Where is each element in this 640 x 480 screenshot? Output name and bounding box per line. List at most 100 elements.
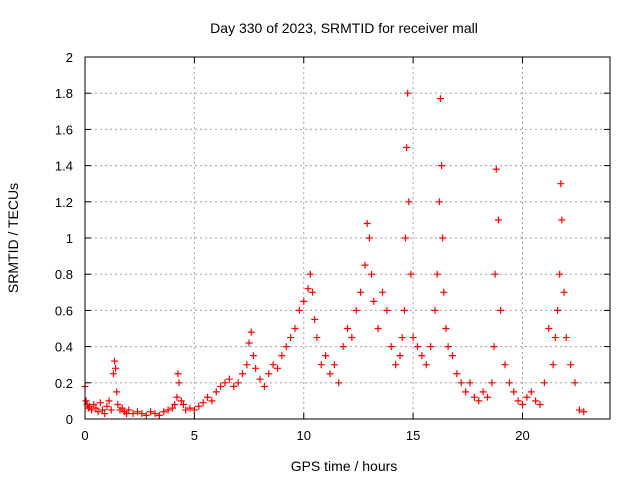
- data-point: [383, 306, 391, 314]
- data-point: [368, 270, 376, 278]
- data-point: [287, 334, 295, 342]
- data-point: [560, 288, 568, 296]
- tick-labels: 00.20.40.60.811.21.41.61.820 5 10 15 20: [55, 50, 530, 443]
- data-point: [414, 343, 421, 351]
- plot-frame: [84, 56, 611, 420]
- data-point: [234, 379, 242, 387]
- data-point: [118, 404, 126, 412]
- data-point: [175, 379, 183, 387]
- data-point: [540, 379, 548, 387]
- data-point: [134, 408, 141, 416]
- data-point: [475, 397, 483, 405]
- data-point: [554, 306, 561, 314]
- data-point: [365, 234, 373, 242]
- data-point: [155, 411, 163, 419]
- y-tick-label: 1.6: [55, 122, 73, 137]
- y-tick-label: 0.2: [55, 376, 73, 391]
- data-point: [436, 95, 444, 103]
- data-point: [179, 401, 187, 409]
- data-point: [90, 401, 98, 409]
- data-point: [418, 352, 426, 360]
- data-point: [479, 388, 487, 396]
- data-point: [190, 406, 198, 414]
- data-point: [129, 410, 137, 418]
- data-point: [212, 388, 220, 396]
- data-point: [488, 379, 496, 387]
- data-point: [322, 352, 330, 360]
- data-point: [536, 401, 544, 409]
- data-point: [558, 216, 566, 224]
- data-point: [111, 357, 119, 365]
- data-point: [549, 361, 557, 369]
- y-tick-label: 1.2: [55, 195, 73, 210]
- data-point: [567, 361, 575, 369]
- data-point: [379, 288, 386, 296]
- data-point: [252, 364, 260, 372]
- data-point: [160, 408, 168, 416]
- data-point: [177, 397, 185, 405]
- chart-title: Day 330 of 2023, SRMTID for receiver mal…: [210, 20, 478, 36]
- data-point: [123, 410, 131, 418]
- data-point: [400, 306, 408, 314]
- data-point: [269, 361, 277, 369]
- data-point: [278, 352, 286, 360]
- data-point: [295, 306, 303, 314]
- data-point: [313, 334, 321, 342]
- data-point: [311, 315, 319, 323]
- data-point: [580, 408, 588, 416]
- data-point: [449, 352, 456, 360]
- data-point: [491, 270, 499, 278]
- data-point: [217, 382, 225, 390]
- data-point: [490, 343, 498, 351]
- y-tick-label: 0.8: [55, 267, 73, 282]
- data-point: [174, 370, 182, 378]
- data-points: [81, 89, 588, 419]
- data-point: [444, 343, 452, 351]
- data-point: [138, 410, 146, 418]
- data-point: [171, 401, 179, 409]
- data-point: [199, 399, 207, 407]
- data-point: [182, 406, 190, 414]
- data-point: [374, 325, 382, 332]
- data-point: [556, 270, 564, 278]
- data-point: [265, 370, 273, 378]
- data-point: [173, 393, 181, 401]
- data-point: [84, 404, 92, 412]
- data-point: [92, 404, 100, 412]
- x-tick-label: 5: [191, 428, 198, 443]
- data-point: [274, 364, 281, 372]
- data-point: [363, 220, 371, 228]
- data-point: [439, 234, 447, 242]
- data-point: [164, 406, 172, 414]
- data-point: [125, 406, 133, 414]
- data-point: [519, 401, 526, 409]
- data-point: [438, 162, 446, 170]
- data-point: [453, 370, 461, 378]
- data-point: [249, 352, 257, 360]
- data-point: [396, 352, 404, 360]
- data-point: [405, 198, 413, 206]
- data-point: [462, 388, 470, 396]
- data-point: [105, 397, 113, 405]
- data-point: [510, 388, 518, 396]
- data-point: [433, 270, 441, 278]
- y-tick-label: 0.6: [55, 303, 73, 318]
- data-point: [107, 406, 115, 414]
- data-point: [339, 343, 347, 351]
- data-point: [208, 397, 216, 405]
- data-point: [370, 297, 378, 305]
- data-point: [457, 379, 465, 387]
- data-point: [431, 306, 439, 314]
- data-point: [562, 334, 570, 342]
- x-axis-title: GPS time / hours: [291, 458, 398, 474]
- data-point: [505, 379, 513, 387]
- data-point: [88, 406, 96, 414]
- data-point: [392, 361, 400, 369]
- data-point: [532, 397, 540, 405]
- data-point: [147, 408, 155, 416]
- data-point: [575, 406, 583, 414]
- data-point: [326, 370, 334, 378]
- data-point: [409, 334, 417, 342]
- data-point: [239, 370, 246, 378]
- data-point: [260, 382, 268, 390]
